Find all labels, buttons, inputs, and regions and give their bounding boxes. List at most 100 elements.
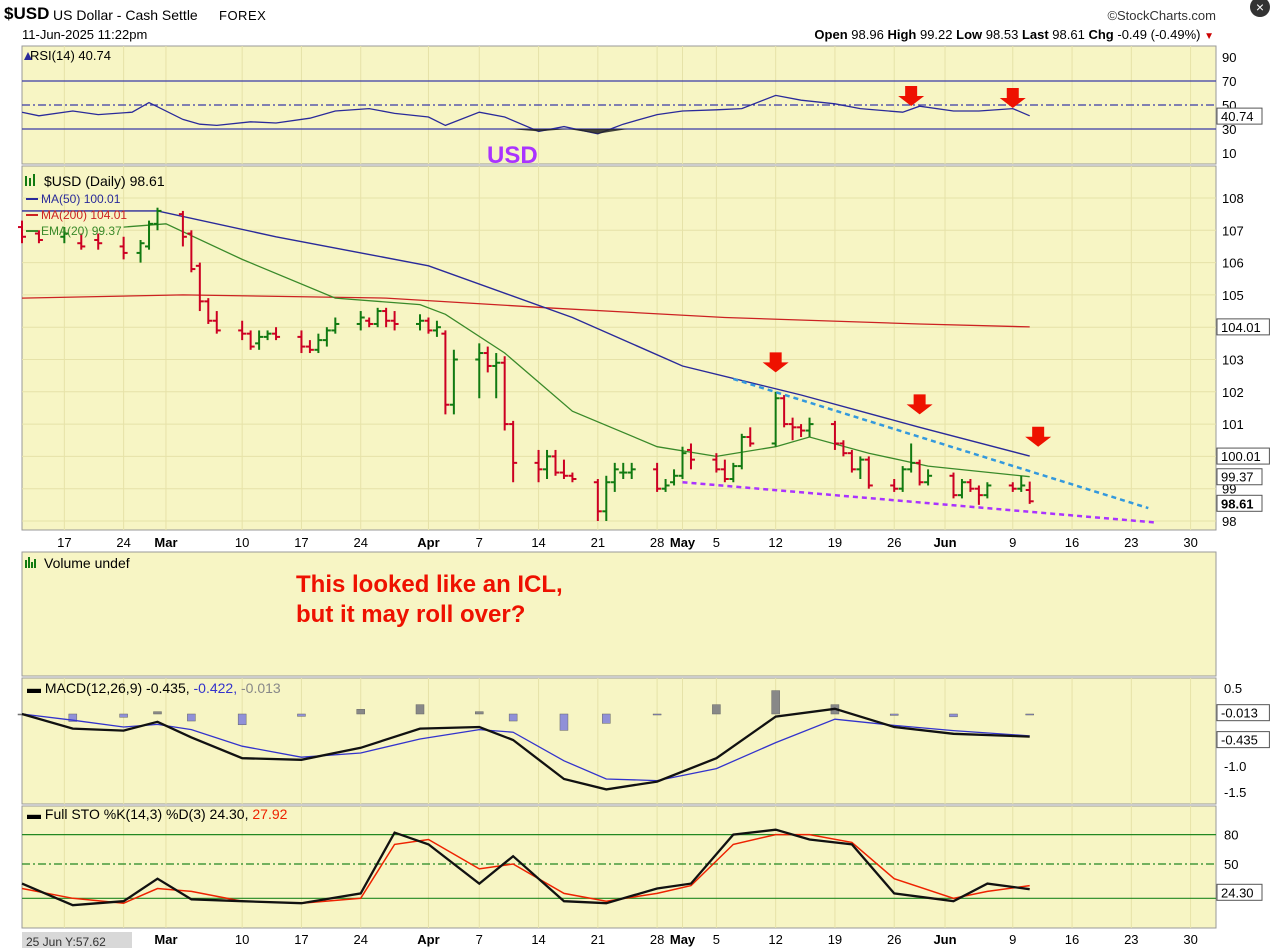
price-bar-37 [500, 356, 509, 431]
price-bar-73 [924, 469, 933, 486]
macd-y-tick-2: -1.5 [1224, 785, 1246, 800]
rsi-line [21, 94, 1030, 135]
price-bar-4 [94, 233, 103, 250]
ma50-line [22, 210, 1030, 457]
date-cursor-label: 25 Jun Y:57.62 [26, 935, 106, 948]
bottom-x-tick-19: 23 [1124, 932, 1138, 947]
price-bar-27 [382, 307, 391, 328]
price-y-tick-3: 105 [1222, 288, 1244, 303]
price-bar-44 [593, 479, 602, 521]
macd-value-tag: -0.435 [1221, 733, 1258, 748]
price-bar-35 [483, 346, 492, 373]
price-bar-79 [1008, 482, 1017, 492]
price-bar-10 [187, 230, 196, 273]
price-x-tick-13: 12 [768, 535, 782, 550]
price-x-tick-19: 23 [1124, 535, 1138, 550]
open-label: Open [814, 27, 848, 42]
bar-chart-icon [25, 174, 35, 186]
low-label: Low [956, 27, 983, 42]
price-bar-16 [255, 330, 264, 350]
macd-histogram-bar-10 [508, 713, 518, 722]
legend-value-0: 100.01 [84, 192, 121, 206]
price-x-tick-1: 24 [116, 535, 130, 550]
macd-histogram-bar-12 [602, 713, 611, 724]
price-bar-28 [390, 311, 399, 331]
macd-label-main: ▬ MACD(12,26,9) -0.435, [27, 680, 194, 696]
macd-y-tick-1: -1.0 [1224, 759, 1246, 774]
price-bar-71 [907, 443, 916, 473]
down-triangle-icon: ▼ [1204, 31, 1214, 42]
price-bar-67 [856, 456, 865, 480]
price-y-tick-0: 108 [1222, 191, 1244, 206]
bottom-x-tick-6: Apr [417, 932, 439, 947]
price-bar-49 [653, 462, 662, 492]
price-arrow-icon-2 [1025, 426, 1052, 447]
bottom-x-tick-14: 19 [828, 932, 842, 947]
macd-histogram-bar-9 [475, 711, 484, 715]
price-bar-47 [619, 462, 628, 480]
resistance-trendline [732, 377, 1149, 510]
price-bar-26 [373, 307, 382, 328]
ema20-line [123, 223, 1030, 478]
rsi-value-tag-box [1216, 107, 1263, 125]
price-bar-23 [331, 317, 340, 334]
macd-histogram-bar-18 [949, 713, 958, 718]
rsi-label: RSI(14) 40.74 [30, 48, 111, 63]
rsi-legend-icon [24, 52, 32, 60]
price-y-tick-9: 99 [1222, 482, 1236, 497]
price-bar-12 [204, 298, 213, 324]
price-bar-63 [805, 417, 814, 438]
price-bar-50 [661, 479, 670, 492]
price-bar-74 [949, 472, 958, 499]
price-bar-45 [602, 475, 611, 521]
price-x-tick-9: 21 [591, 535, 605, 550]
stoch-panel [21, 805, 1217, 929]
bottom-x-tick-20: 30 [1183, 932, 1197, 947]
price-x-tick-6: Apr [417, 535, 439, 550]
volume-label: Volume undef [44, 555, 130, 571]
chg-label: Chg [1088, 27, 1114, 42]
price-bar-80 [1017, 475, 1026, 492]
stoch-label-d: 27.92 [252, 806, 287, 822]
ema20-value-tag: 99.37 [1221, 470, 1254, 485]
price-bar-75 [957, 479, 966, 499]
price-panel [21, 165, 1217, 531]
price-bar-19 [297, 330, 306, 354]
price-arrow-icon-1 [906, 394, 933, 415]
macd-histogram-bar-11 [559, 713, 569, 731]
macd-histogram-bar-13 [652, 713, 662, 716]
legend-value-1: 104.01 [90, 208, 127, 222]
price-bar-36 [492, 353, 501, 399]
close-icon[interactable]: × [1250, 0, 1270, 17]
price-bar-81 [1025, 481, 1034, 504]
ma200-value-tag: 104.01 [1221, 320, 1261, 335]
price-x-tick-2: Mar [154, 535, 177, 550]
price-bar-69 [890, 479, 899, 492]
bottom-x-tick-2: Mar [154, 932, 177, 947]
bottom-x-tick-18: 16 [1065, 932, 1079, 947]
rsi-label-name: RSI(14) [30, 48, 78, 63]
last-price-tag: 98.61 [1221, 496, 1254, 511]
macd-value-tag-box [1216, 731, 1270, 749]
price-bar-46 [610, 462, 619, 492]
price-bar-11 [195, 262, 204, 312]
bottom-x-tick-13: 12 [768, 932, 782, 947]
price-x-tick-11: May [670, 535, 696, 550]
macd-histogram-bar-6 [297, 713, 306, 717]
price-bar-41 [551, 449, 560, 476]
bottom-x-tick-10: 28 [650, 932, 664, 947]
chart-header: $USD US Dollar - Cash Settle FOREX ©Stoc… [0, 0, 1272, 46]
volume-icon [25, 557, 36, 568]
rsi-y-tick-1: 70 [1222, 74, 1236, 89]
rsi-y-tick-3: 30 [1222, 122, 1236, 137]
price-bar-25 [365, 317, 374, 328]
price-bar-2 [60, 227, 69, 244]
price-y-tick-7: 101 [1222, 417, 1244, 432]
bottom-x-tick-3: 10 [235, 932, 249, 947]
price-bar-1 [34, 230, 43, 244]
stoch-y-tick-0: 80 [1224, 828, 1238, 843]
stoch-y-tick-1: 50 [1224, 857, 1238, 872]
stoch-value-tag: 24.30 [1221, 885, 1254, 900]
price-bar-54 [712, 453, 721, 473]
legend-name-0: MA(50) [41, 192, 84, 206]
